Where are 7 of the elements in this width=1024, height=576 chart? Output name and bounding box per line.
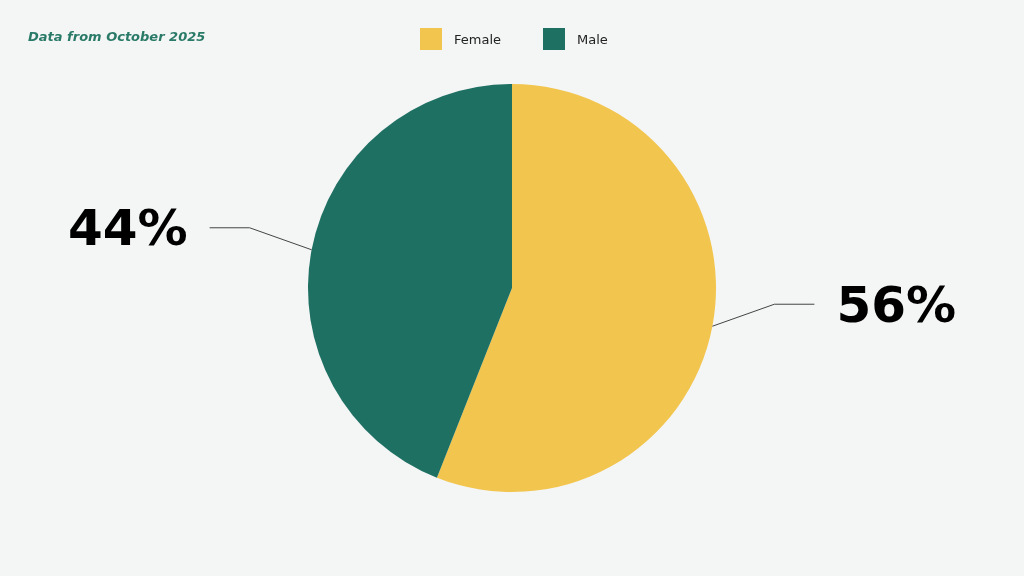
data-label: 56% [836,275,957,334]
text: Data from October 2025 [28,29,206,44]
pie-slice [308,84,512,478]
legend-label: Female [454,31,502,47]
data-label: 44% [67,199,188,258]
legend-label: Male [577,31,608,47]
pie-slice [436,84,716,492]
